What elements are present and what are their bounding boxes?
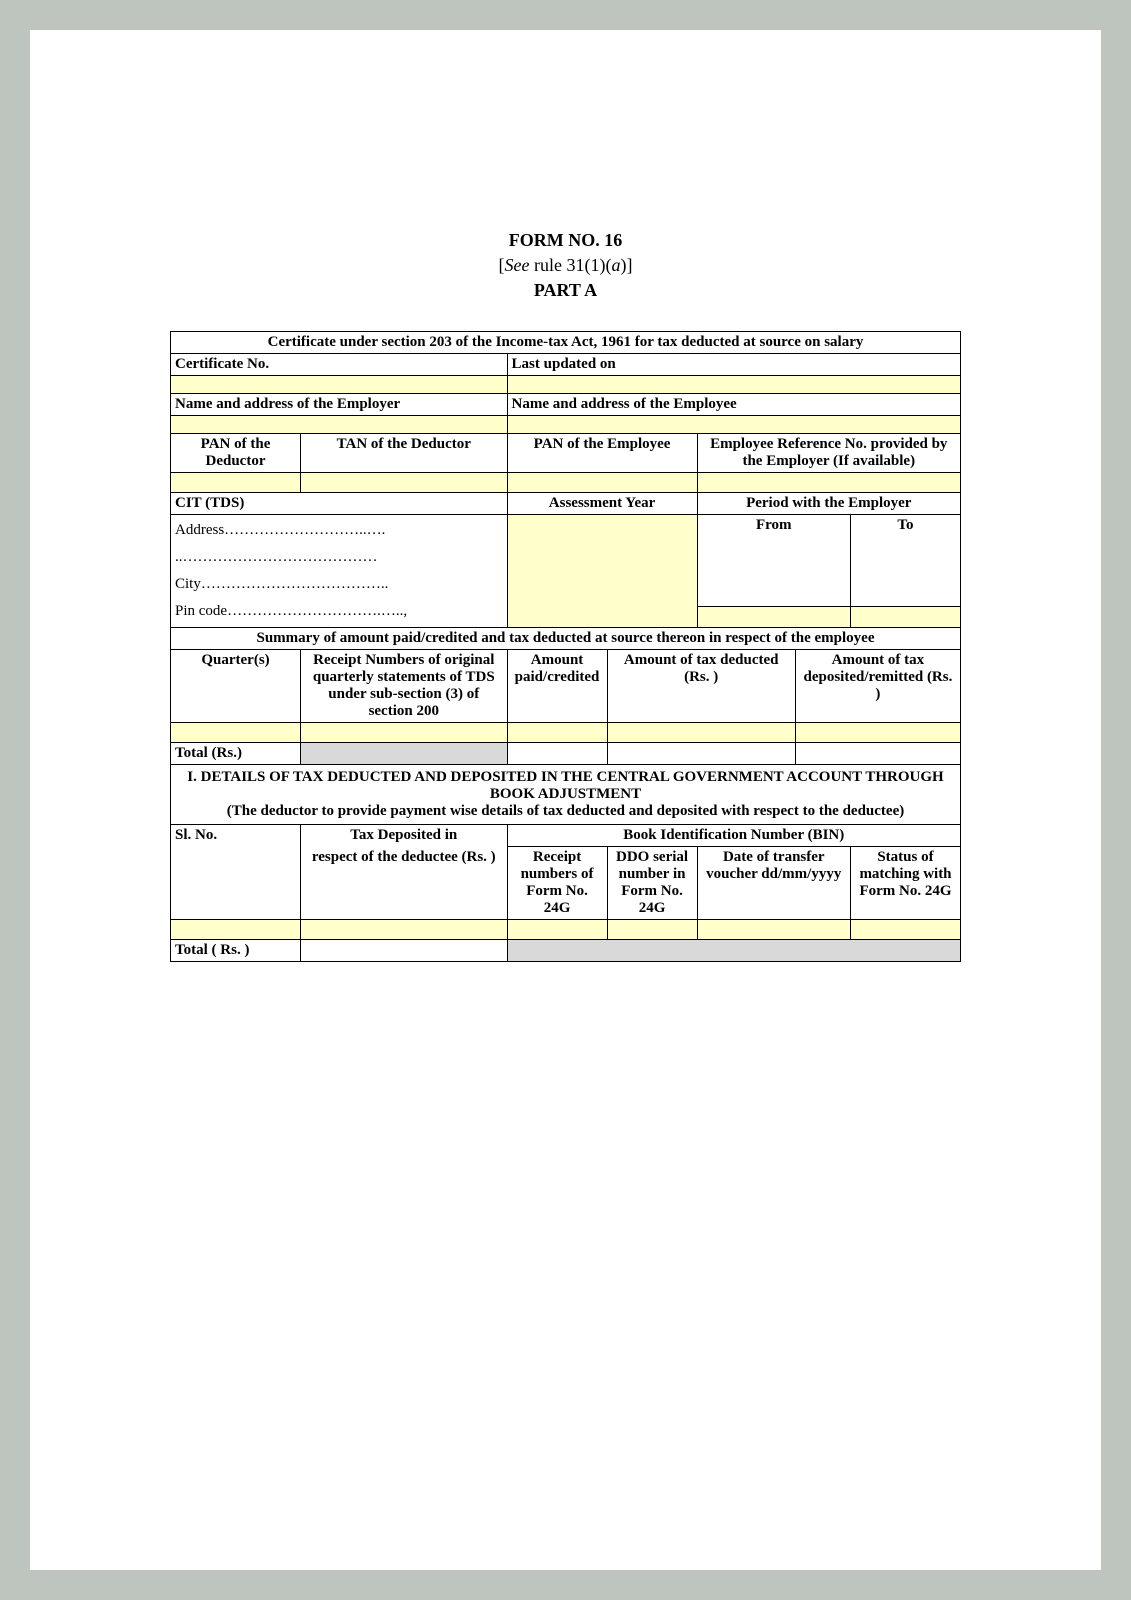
emp-ref-value: [697, 473, 960, 493]
tan-deductor-value: [301, 473, 508, 493]
to-value: [850, 607, 960, 628]
cit-address-block: Address………………………..…. ..………………………………… Cit…: [171, 515, 508, 628]
ddo-serial-header: DDO serial number in Form No. 24G: [607, 847, 697, 920]
total-amount-deposited: [795, 743, 960, 765]
tax-deposited-value: [301, 920, 508, 940]
employer-name-label: Name and address of the Employer: [171, 394, 508, 416]
assessment-year-value: [507, 515, 697, 628]
from-value: [697, 607, 850, 628]
emp-ref-label: Employee Reference No. provided by the E…: [697, 434, 960, 473]
tan-deductor-label: TAN of the Deductor: [301, 434, 508, 473]
pan-employee-value: [507, 473, 697, 493]
form-number: FORM NO. 16: [170, 230, 961, 251]
certificate-no-value: [171, 376, 508, 394]
assessment-year-label: Assessment Year: [507, 493, 697, 515]
ddo-serial-value: [607, 920, 697, 940]
form-rule: [See rule 31(1)(a)]: [170, 255, 961, 276]
bin-header: Book Identification Number (BIN): [507, 825, 960, 847]
document-page: FORM NO. 16 [See rule 31(1)(a)] PART A C…: [30, 30, 1101, 1570]
amount-paid-value: [507, 723, 607, 743]
form-part: PART A: [170, 280, 961, 301]
to-label: To: [850, 515, 960, 607]
total-rs-label: Total (Rs.): [171, 743, 301, 765]
main-form-table: Certificate under section 203 of the Inc…: [170, 331, 961, 962]
pan-deductor-value: [171, 473, 301, 493]
receipt-nums-header: Receipt Numbers of original quarterly st…: [301, 650, 508, 723]
summary-title: Summary of amount paid/credited and tax …: [171, 628, 961, 650]
amount-deposited-value: [795, 723, 960, 743]
employer-name-value: [171, 416, 508, 434]
total-receipt-gray: [301, 743, 508, 765]
last-updated-label: Last updated on: [507, 354, 960, 376]
amount-paid-header: Amount paid/credited: [507, 650, 607, 723]
tax-deposited-header2: respect of the deductee (Rs. ): [301, 847, 508, 920]
quarters-value: [171, 723, 301, 743]
section-i-title: I. DETAILS OF TAX DEDUCTED AND DEPOSITED…: [171, 765, 961, 825]
date-transfer-header: Date of transfer voucher dd/mm/yyyy: [697, 847, 850, 920]
pan-employee-label: PAN of the Employee: [507, 434, 697, 473]
cit-tds-label: CIT (TDS): [171, 493, 508, 515]
total-amount-paid: [507, 743, 607, 765]
employee-name-value: [507, 416, 960, 434]
receipt-nums-value: [301, 723, 508, 743]
amount-deducted-value: [607, 723, 795, 743]
sl-no-value: [171, 920, 301, 940]
status-matching-value: [850, 920, 960, 940]
pan-deductor-label: PAN of the Deductor: [171, 434, 301, 473]
status-matching-header: Status of matching with Form No. 24G: [850, 847, 960, 920]
total-tax-deposited: [301, 940, 508, 962]
amount-deposited-header: Amount of tax deposited/remitted (Rs. ): [795, 650, 960, 723]
from-label: From: [697, 515, 850, 607]
certificate-title: Certificate under section 203 of the Inc…: [171, 332, 961, 354]
quarters-header: Quarter(s): [171, 650, 301, 723]
receipt-24g-header: Receipt numbers of Form No. 24G: [507, 847, 607, 920]
certificate-no-label: Certificate No.: [171, 354, 508, 376]
total-rs2-label: Total ( Rs. ): [171, 940, 301, 962]
receipt-24g-value: [507, 920, 607, 940]
total-amount-deducted: [607, 743, 795, 765]
date-transfer-value: [697, 920, 850, 940]
tax-deposited-header1: Tax Deposited in: [301, 825, 508, 847]
total-bin-gray: [507, 940, 960, 962]
period-employer-label: Period with the Employer: [697, 493, 960, 515]
amount-deducted-header: Amount of tax deducted (Rs. ): [607, 650, 795, 723]
last-updated-value: [507, 376, 960, 394]
employee-name-label: Name and address of the Employee: [507, 394, 960, 416]
form-header: FORM NO. 16 [See rule 31(1)(a)] PART A: [170, 230, 961, 301]
sl-no-header: Sl. No.: [171, 825, 301, 920]
